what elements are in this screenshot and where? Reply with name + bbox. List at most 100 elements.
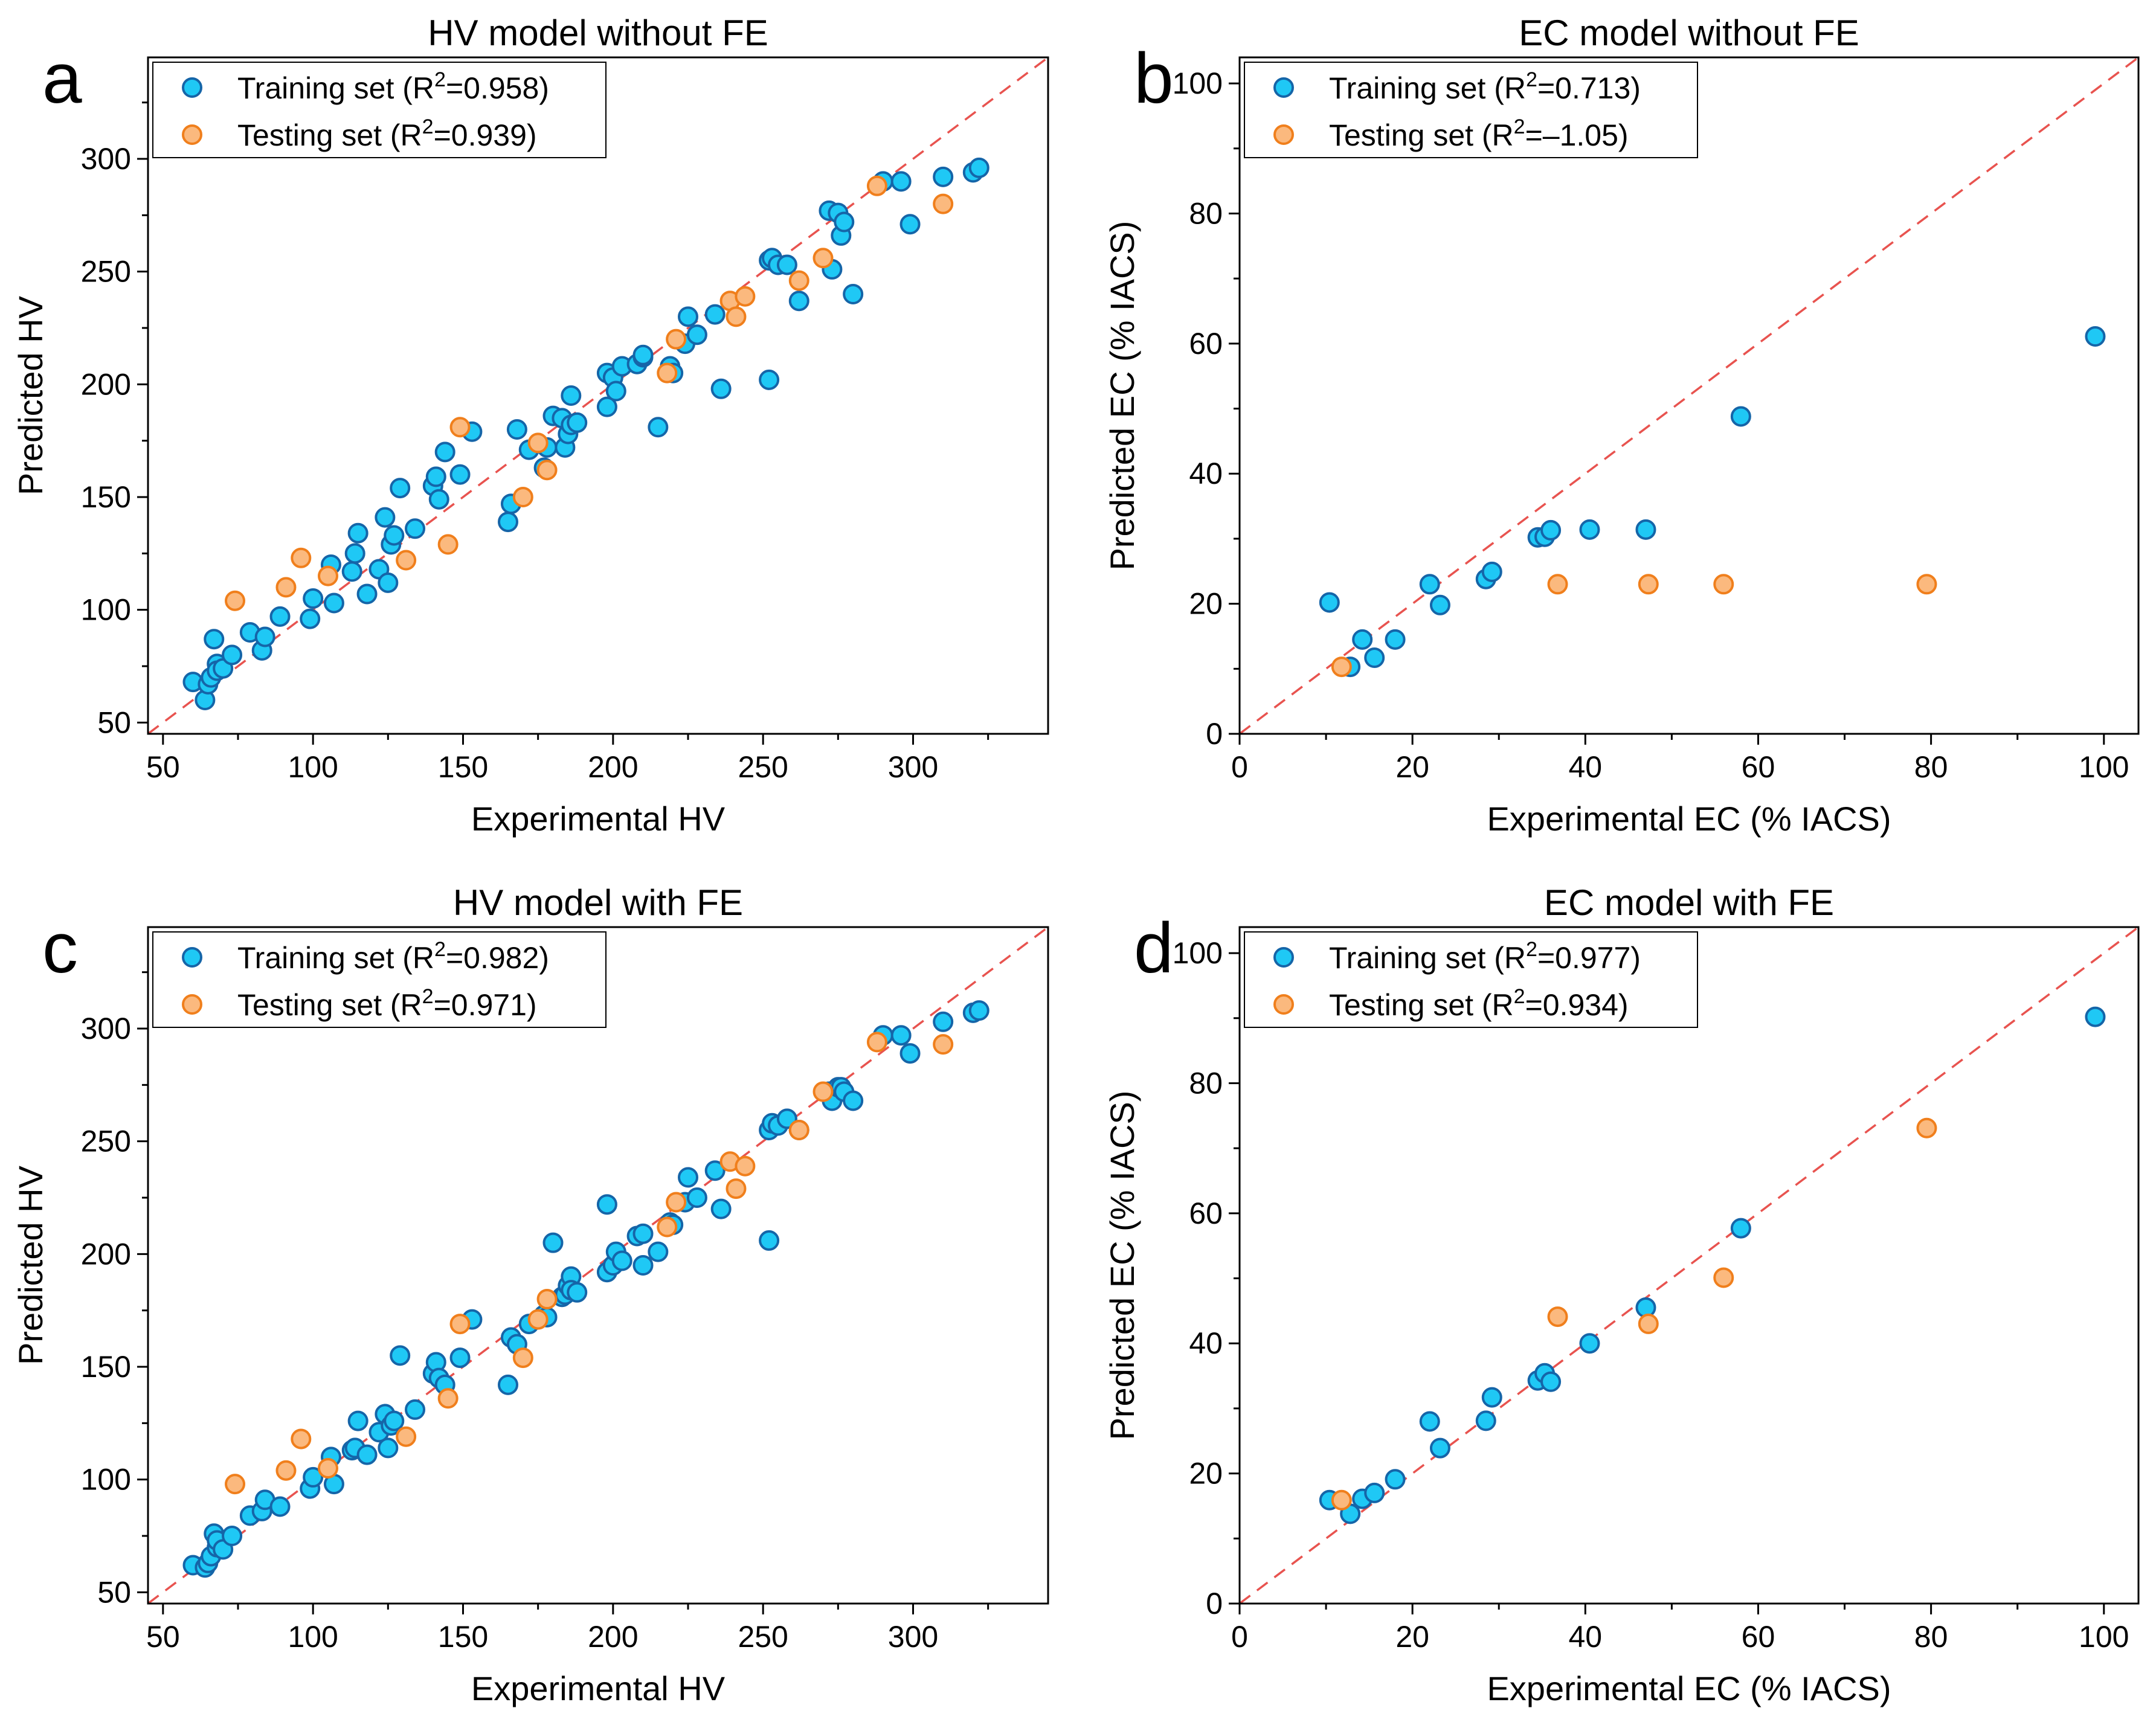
training-point: [710, 1198, 732, 1219]
testing-point: [657, 362, 678, 384]
y-tick-label: 300: [81, 142, 131, 176]
training-point: [890, 171, 912, 192]
training-point: [405, 518, 426, 539]
testing-point: [866, 1032, 887, 1053]
chart-title: HV model with FE: [453, 882, 743, 923]
training-series: [1319, 326, 2106, 678]
training-point: [611, 1250, 632, 1271]
training-point: [759, 1230, 780, 1251]
x-tick-label: 100: [288, 750, 338, 784]
training-point: [632, 344, 654, 365]
training-point: [648, 417, 669, 438]
training-point: [1540, 519, 1562, 541]
training-point: [1635, 519, 1656, 540]
y-axis-label: Predicted HV: [11, 295, 50, 495]
training-point: [1419, 1411, 1440, 1432]
identity-line: [1240, 927, 2138, 1604]
x-tick-label: 300: [888, 750, 938, 784]
y-tick-label: 80: [1189, 1066, 1223, 1100]
training-point: [341, 561, 362, 582]
training-point: [596, 396, 617, 417]
training-point: [1540, 1371, 1562, 1392]
training-point: [561, 385, 582, 406]
testing-point: [726, 1178, 747, 1199]
testing-point: [666, 329, 687, 350]
y-tick-label: 200: [81, 367, 131, 401]
training-point: [632, 1255, 654, 1276]
testing-point: [437, 1388, 459, 1409]
training-point: [300, 608, 321, 629]
testing-point: [1713, 574, 1734, 595]
training-point: [1579, 1333, 1600, 1354]
y-tick-label: 150: [81, 480, 131, 514]
x-tick-label: 150: [438, 1620, 488, 1654]
y-tick-label: 250: [81, 255, 131, 289]
training-point: [632, 1223, 654, 1244]
testing-series: [1331, 574, 1937, 678]
x-tick-label: 80: [1914, 1620, 1948, 1654]
training-legend-marker: [182, 947, 202, 968]
x-tick-label: 0: [1231, 750, 1248, 784]
y-tick-label: 50: [97, 1575, 131, 1609]
training-point: [356, 1444, 378, 1465]
testing-point: [449, 417, 471, 438]
training-legend-marker: [182, 77, 202, 98]
training-point: [704, 1160, 726, 1181]
x-tick-label: 250: [738, 1620, 788, 1654]
training-point: [1730, 406, 1751, 427]
y-tick-label: 80: [1189, 196, 1223, 230]
training-series: [182, 1000, 990, 1578]
training-point: [686, 324, 707, 345]
training-point: [1352, 629, 1373, 650]
training-point: [567, 1282, 588, 1303]
testing-point: [788, 270, 809, 291]
y-tick-label: 100: [1173, 936, 1223, 970]
testing-point: [726, 306, 747, 327]
testing-legend-marker: [182, 994, 202, 1015]
legend: [1244, 931, 1698, 1028]
x-tick-label: 250: [738, 750, 788, 784]
training-point: [567, 412, 588, 433]
testing-point: [735, 1155, 756, 1177]
training-point: [375, 507, 396, 528]
plot-frame: [1238, 926, 2140, 1605]
training-point: [678, 1167, 698, 1188]
x-tick-label: 40: [1568, 1620, 1602, 1654]
training-point: [1319, 592, 1340, 613]
training-point: [425, 466, 446, 487]
panel-letter: d: [1134, 908, 1174, 988]
training-point: [2085, 326, 2106, 347]
training-point: [1364, 647, 1385, 668]
training-point: [498, 1374, 518, 1395]
x-tick-label: 100: [2079, 750, 2129, 784]
training-point: [834, 211, 855, 233]
testing-point: [449, 1314, 471, 1335]
training-point: [759, 369, 780, 390]
plot-frame: [1238, 56, 2140, 735]
training-point: [222, 1526, 243, 1546]
training-point: [1730, 1218, 1751, 1239]
x-tick-label: 20: [1395, 750, 1429, 784]
training-point: [710, 378, 732, 399]
y-tick-label: 0: [1206, 717, 1223, 751]
chart-title: EC model with FE: [1544, 882, 1834, 923]
x-tick-label: 200: [588, 1620, 638, 1654]
training-point: [2085, 1006, 2106, 1027]
testing-point: [512, 1347, 533, 1369]
training-point: [968, 1000, 990, 1021]
identity-line: [1240, 57, 2138, 734]
testing-point: [275, 1460, 297, 1481]
training-point: [378, 572, 399, 593]
training-point: [384, 525, 405, 546]
training-point: [899, 214, 921, 235]
plot-frame: [147, 56, 1049, 735]
training-point: [933, 166, 954, 187]
testing-point: [1916, 1117, 1937, 1138]
testing-point: [275, 577, 297, 598]
y-tick-label: 40: [1189, 1326, 1223, 1360]
chart-title: HV model without FE: [428, 13, 768, 53]
legend: [152, 931, 607, 1028]
training-point: [686, 1187, 707, 1208]
testing-point: [813, 1081, 834, 1102]
